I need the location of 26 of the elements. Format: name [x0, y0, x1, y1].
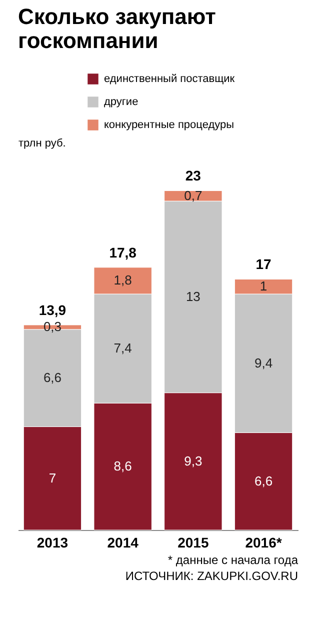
x-tick-label: 2016*	[245, 534, 282, 550]
legend-label: конкурентные процедуры	[104, 119, 234, 131]
data-label: 9,4	[254, 355, 273, 370]
data-label: 0,7	[184, 188, 202, 203]
data-label: 7,4	[114, 340, 132, 356]
data-label: 6,6	[254, 473, 273, 488]
total-label: 17	[256, 256, 272, 272]
x-tick-label: 2014	[107, 534, 139, 550]
chart-title: Сколько закупают госкомпании	[18, 4, 216, 53]
data-label: 7	[48, 470, 56, 486]
data-label: 1	[260, 278, 268, 294]
legend-label: единственный поставщик	[104, 73, 235, 85]
legend-label: другие	[104, 96, 138, 108]
text: ИСТОЧНИК: ZAKUPKI.GOV.RU	[125, 569, 298, 583]
total-label: 17,8	[109, 244, 137, 260]
data-label: 9,3	[184, 453, 202, 468]
total-label: 23	[185, 168, 202, 184]
x-tick-label: 2013	[36, 534, 68, 550]
total-label: 13,9	[38, 302, 66, 318]
data-label: 13	[186, 288, 200, 304]
data-label: 8,6	[114, 458, 132, 474]
y-axis-title: трлн руб.	[18, 138, 66, 150]
data-label: 1,8	[114, 272, 132, 288]
text: * данные с начала года	[168, 553, 298, 567]
x-tick-label: 2015	[178, 534, 209, 550]
data-label: 6,6	[43, 370, 62, 386]
